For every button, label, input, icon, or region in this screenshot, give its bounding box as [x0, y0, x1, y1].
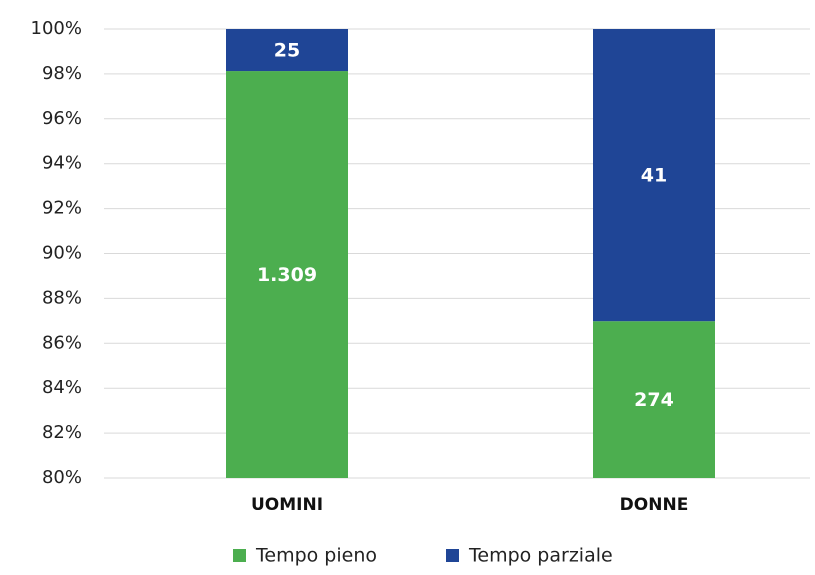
data-label: 1.309 [257, 264, 317, 286]
y-tick-label: 90% [42, 243, 82, 264]
data-label: 25 [274, 40, 300, 62]
y-tick-label: 100% [31, 18, 82, 39]
legend-swatch [446, 549, 459, 562]
legend-label: Tempo pieno [255, 545, 377, 567]
y-tick-label: 96% [42, 108, 82, 129]
y-tick-label: 94% [42, 153, 82, 174]
data-label: 41 [641, 165, 667, 187]
y-tick-label: 82% [42, 422, 82, 443]
y-tick-label: 92% [42, 198, 82, 219]
legend-label: Tempo parziale [468, 545, 613, 567]
y-tick-label: 98% [42, 63, 82, 84]
x-tick-label: UOMINI [251, 495, 323, 515]
x-tick-label: DONNE [620, 495, 689, 515]
data-label: 274 [634, 389, 674, 411]
bar-segment [593, 29, 715, 322]
y-tick-label: 84% [42, 377, 82, 398]
y-tick-label: 88% [42, 287, 82, 308]
bar-segment [226, 71, 348, 478]
y-tick-label: 86% [42, 332, 82, 353]
y-tick-label: 80% [42, 467, 82, 488]
legend-swatch [233, 549, 246, 562]
bar-segment [593, 321, 715, 478]
bar-segment [226, 29, 348, 72]
